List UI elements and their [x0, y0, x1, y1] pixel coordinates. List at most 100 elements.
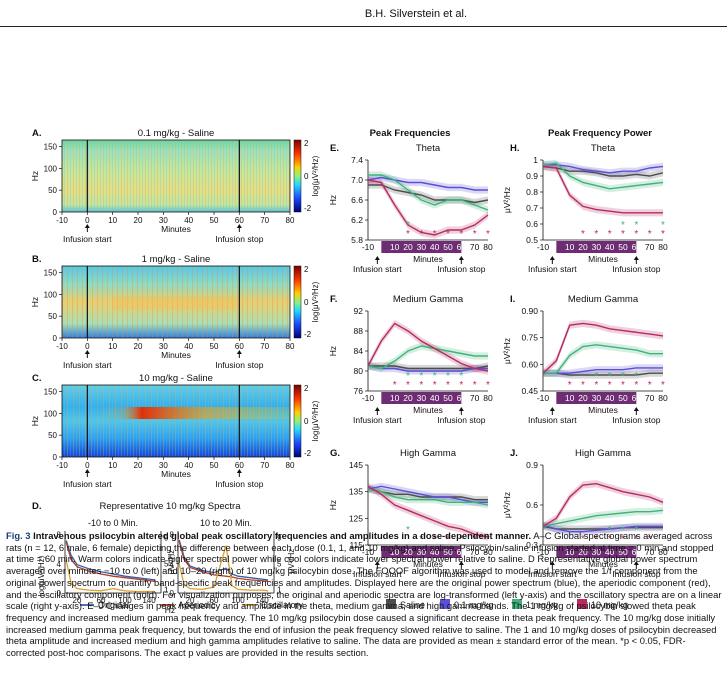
x-tick-label: 30 — [159, 342, 168, 351]
sig-star-10mg: * — [473, 229, 477, 240]
panel-letter: H. — [510, 143, 520, 154]
y-tick-label: 92 — [354, 306, 364, 316]
band-highlight — [112, 296, 240, 310]
x-tick-label: -10 — [362, 393, 375, 403]
dose-0-1-line — [543, 367, 663, 374]
x-axis-label: Minutes — [161, 224, 191, 234]
x-axis-label: Minutes — [413, 405, 443, 415]
sig-star-10mg: * — [473, 534, 477, 545]
x-tick-label: 50 — [443, 547, 453, 557]
x-tick-label: 30 — [592, 242, 602, 252]
x-tick-label: 20 — [134, 461, 143, 470]
infusion-start-label: Infusion start — [528, 264, 577, 274]
sig-star-10mg: * — [446, 534, 450, 545]
x-tick-label: 10 — [565, 547, 575, 557]
infusion-period-bar — [381, 241, 462, 253]
y-tick-label: 0.60 — [521, 359, 538, 369]
panel-title: Medium Gamma — [568, 294, 639, 305]
stop-arrow-head — [458, 256, 464, 260]
x-tick-label: 60 — [97, 596, 106, 605]
sig-star-10mg: * — [634, 380, 638, 391]
y-axis-label: Hz — [328, 346, 338, 356]
y-tick-label: 0.6 — [526, 219, 538, 229]
y-tick-label: 6.6 — [351, 195, 363, 205]
panel-letter: A. — [32, 128, 42, 139]
panel-letter: F. — [330, 294, 337, 305]
running-header: B.H. Silverstein et al. — [364, 8, 467, 20]
infusion-start-label: Infusion start — [63, 360, 112, 370]
start-arrow-head — [549, 256, 555, 260]
x-tick-label: 70 — [470, 242, 480, 252]
sig-star-10mg: * — [581, 380, 585, 391]
saline-sem-band — [543, 522, 663, 533]
sig-star-10mg: * — [608, 380, 612, 391]
dose-1-line — [367, 488, 489, 506]
x-tick-label: 60 — [457, 547, 467, 557]
x-tick-label: 60 — [235, 216, 244, 225]
x-tick-label: 60 — [457, 242, 467, 252]
y-axis-label-right: μV²/Hz — [167, 550, 176, 575]
y-tick-label: 145 — [349, 460, 363, 470]
x-tick-label: 60 — [632, 242, 642, 252]
colorbar-tick-label: 2 — [304, 384, 309, 393]
y-tick-label: 5.8 — [351, 235, 363, 245]
infusion-stop-label: Infusion stop — [612, 264, 660, 274]
x-tick-label: 30 — [159, 461, 168, 470]
y-right-tick-label: 5 — [277, 560, 282, 569]
sig-star-10mg: * — [393, 380, 397, 391]
colorbar-label: log(μV²/Hz) — [311, 400, 320, 441]
x-tick-label: 10 — [108, 216, 117, 225]
column-title-peak-frequencies: Peak Frequencies — [370, 128, 451, 139]
infusion-start-label: Infusion start — [63, 234, 112, 244]
dose-0-1-line — [367, 365, 488, 372]
x-tick-label: 80 — [483, 393, 493, 403]
y-tick-label: 7.0 — [351, 175, 363, 185]
sig-star-1mg: * — [661, 220, 665, 231]
dose-10-sem-band — [543, 480, 663, 530]
x-tick-label: -10 — [362, 547, 375, 557]
sig-star-10mg: * — [486, 229, 490, 240]
x-tick-label: 40 — [605, 547, 615, 557]
legend-swatch-1 — [440, 599, 450, 609]
stop-arrow-head — [236, 350, 242, 354]
x-tick-label: 20 — [73, 596, 82, 605]
x-tick-label: 20 — [134, 216, 143, 225]
y-tick-label: 0.9 — [526, 171, 538, 181]
sig-star-10mg: * — [634, 229, 638, 240]
y-axis-label: Hz — [30, 416, 40, 426]
panel-title: Medium Gamma — [393, 294, 464, 305]
x-tick-label: 30 — [159, 216, 168, 225]
y-tick-label: 88 — [354, 326, 364, 336]
y-tick-label: 100 — [44, 164, 58, 173]
x-tick-label: 50 — [210, 342, 219, 351]
oscillatory-spectrum-line — [178, 545, 269, 592]
panel-letter: J. — [510, 448, 518, 459]
y-axis-label: μV²/Hz — [502, 492, 512, 518]
dose-1-sem-band — [368, 342, 488, 373]
infusion-start-label: Infusion start — [528, 569, 577, 579]
spectrogram-frame — [61, 384, 291, 458]
dose-10-line — [367, 485, 489, 538]
start-arrow-head — [374, 256, 380, 260]
dose-10-line — [367, 179, 489, 236]
start-arrow-head — [84, 469, 90, 473]
x-axis-label: Minutes — [588, 405, 618, 415]
colorbar-tick-label: 2 — [304, 265, 309, 274]
x-tick-label: -10 — [537, 547, 550, 557]
x-tick-label: 50 — [443, 242, 453, 252]
start-arrow-head — [549, 407, 555, 411]
representative-spectra: D. Representative 10 mg/kg Spectra -10 to … — [32, 501, 304, 615]
x-tick-label: 20 — [578, 242, 588, 252]
spectrogram-texture — [62, 266, 290, 338]
x-axis-label: Minutes — [161, 469, 191, 479]
start-arrow-head — [84, 350, 90, 354]
x-tick-label: 80 — [483, 547, 493, 557]
x-tick-label: 40 — [184, 216, 193, 225]
y-tick-label: 0.75 — [521, 333, 538, 343]
sig-star-1mg: * — [433, 371, 437, 382]
y-tick-label: 115 — [349, 540, 363, 550]
x-tick-label: 30 — [417, 547, 427, 557]
